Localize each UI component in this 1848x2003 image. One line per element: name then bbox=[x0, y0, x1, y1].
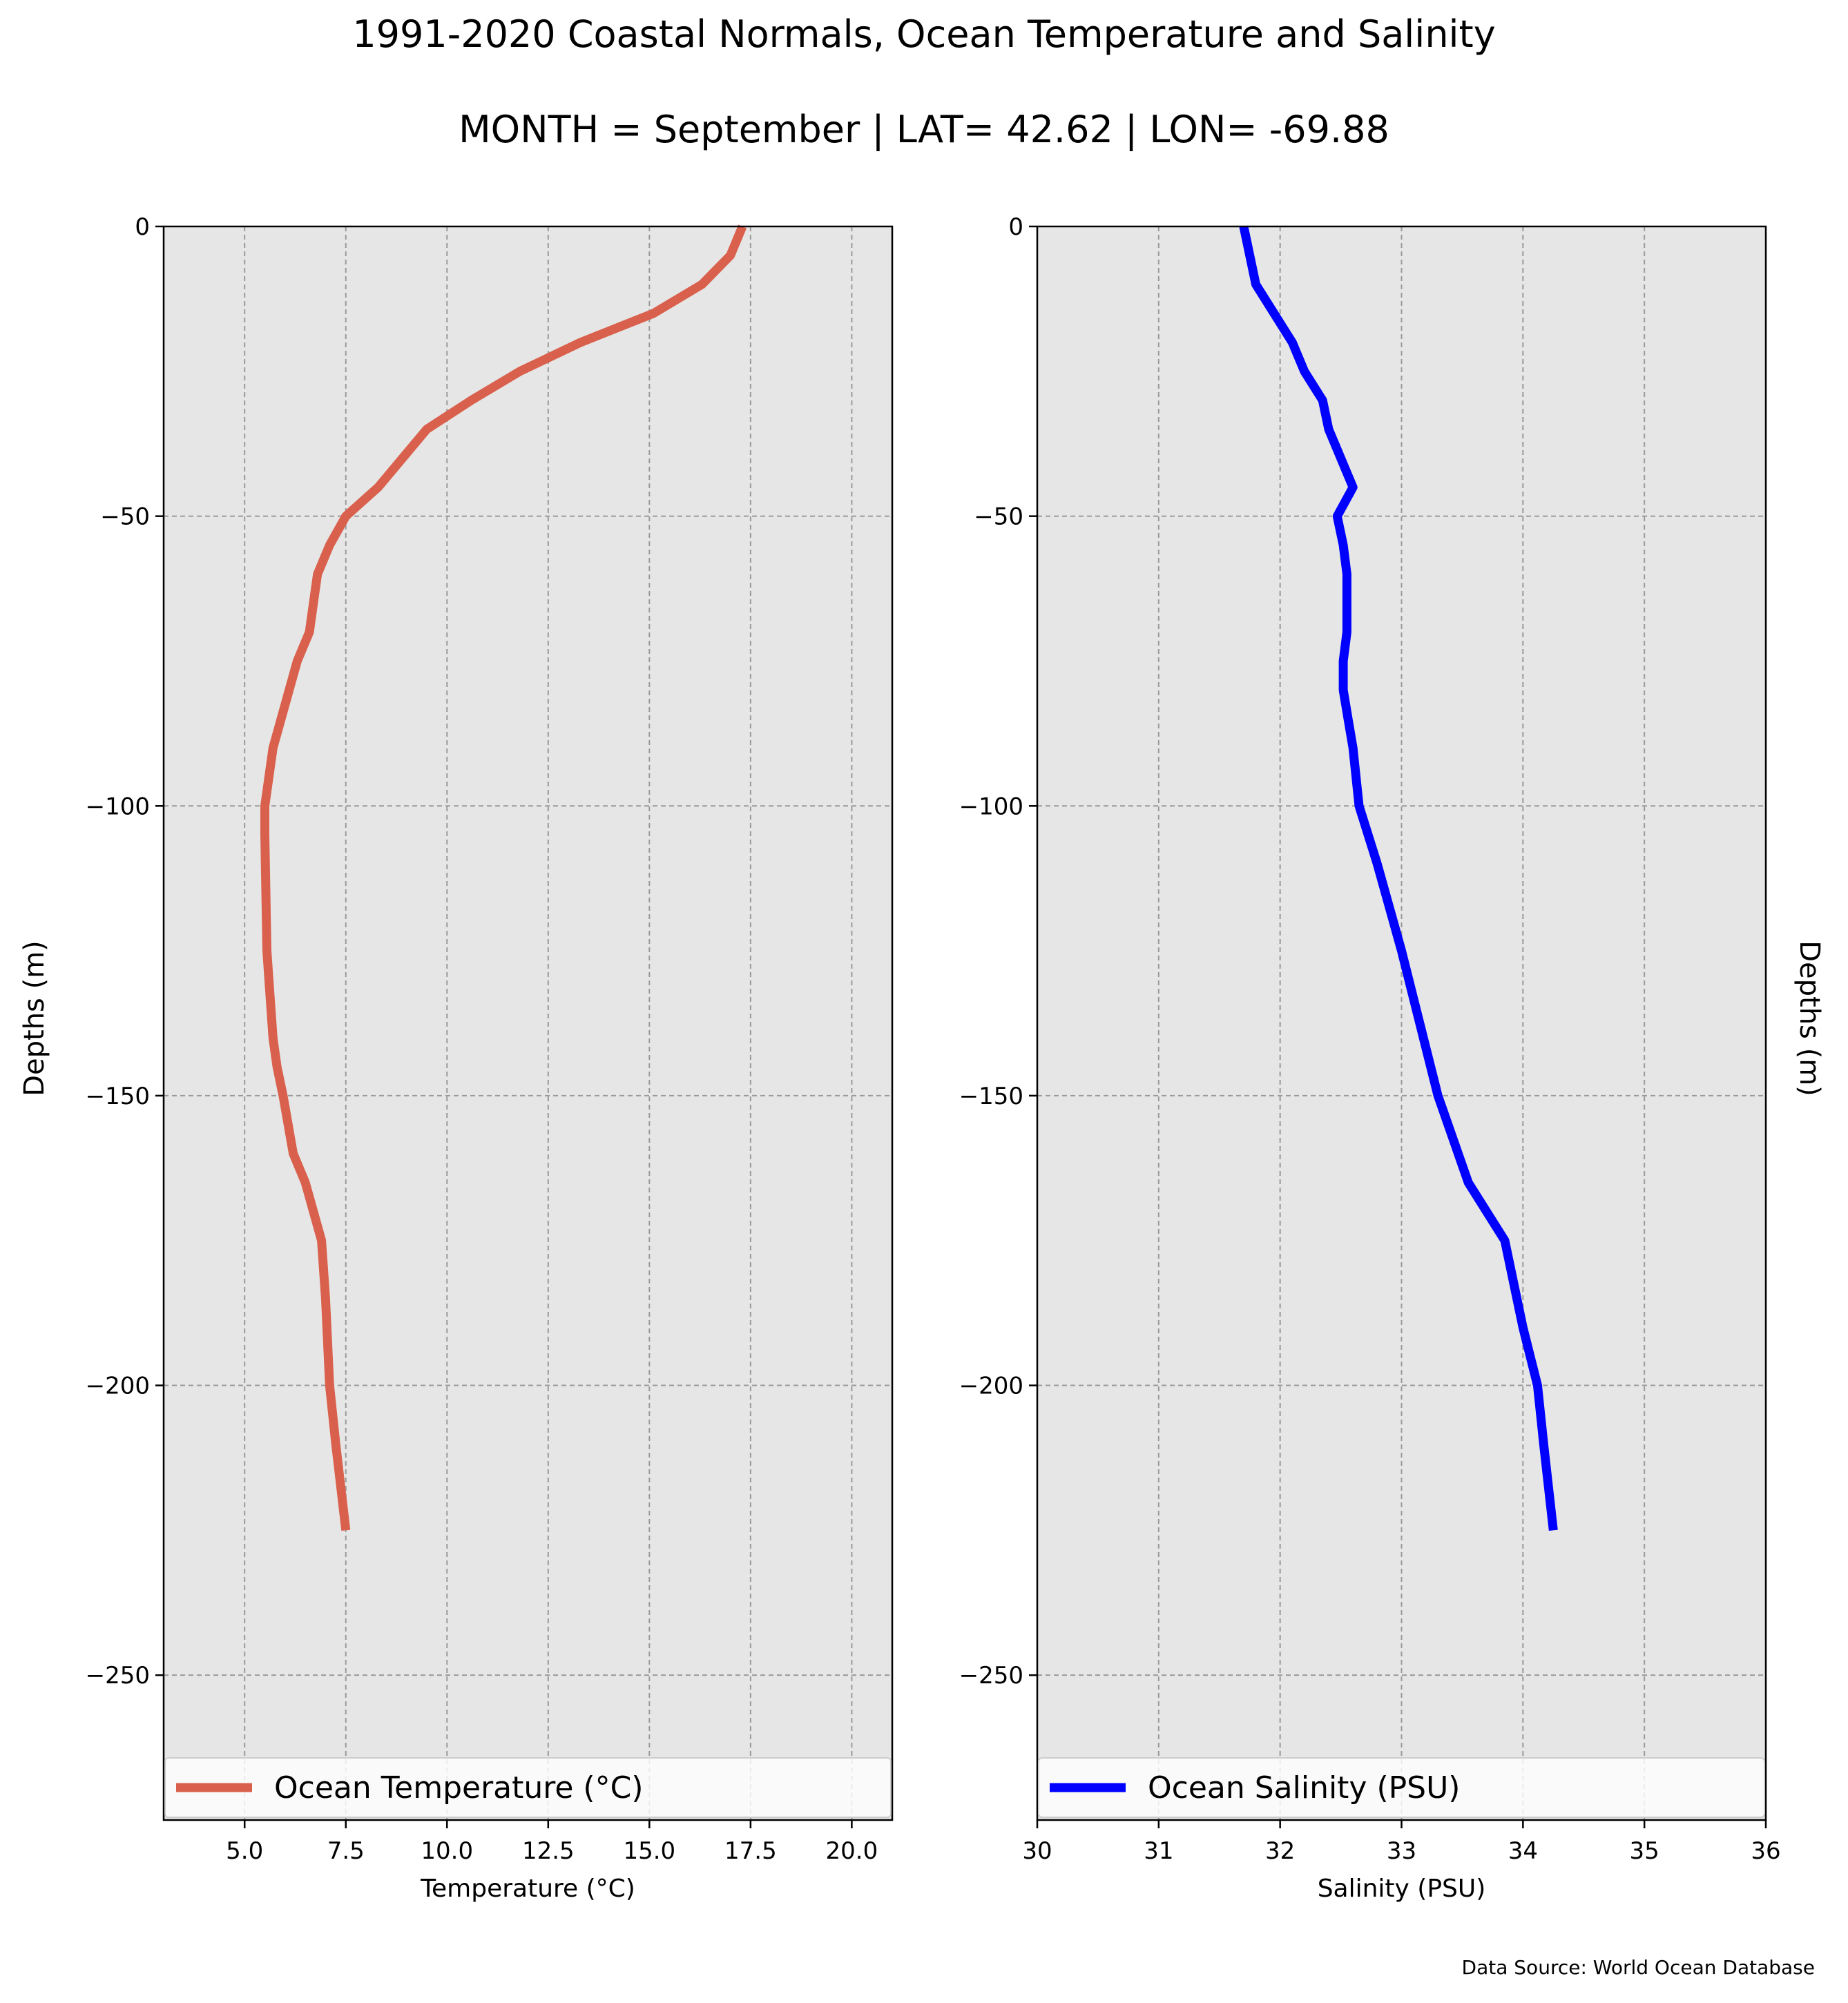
temp-y-tick-label: −200 bbox=[86, 1373, 150, 1400]
sal-y-tick-label: −150 bbox=[959, 1083, 1023, 1110]
temp-legend-box bbox=[164, 1757, 892, 1818]
temp-y-tick-label: −150 bbox=[86, 1083, 150, 1110]
sal-x-tick-label: 36 bbox=[1751, 1837, 1780, 1865]
sal-y-tick-label: −200 bbox=[959, 1373, 1023, 1400]
left-y-axis-label: Depths (m) bbox=[19, 940, 50, 1096]
sal-x-tick-label: 35 bbox=[1630, 1837, 1659, 1865]
sal-legend-box bbox=[1038, 1757, 1765, 1818]
temp-y-tick-label: −50 bbox=[100, 503, 150, 531]
temp-x-tick-label: 12.5 bbox=[522, 1837, 575, 1865]
temp-plot-area bbox=[164, 226, 892, 1820]
salinity-panel: 30 31 32 33 34 35 36 0 −50 −100 −150 −200 −250 Salini… bbox=[959, 213, 1781, 1903]
right-y-axis-label: Depths (m) bbox=[1793, 940, 1825, 1096]
sal-x-axis-label: Salinity (PSU) bbox=[1318, 1875, 1486, 1903]
temp-x-tick-label: 15.0 bbox=[623, 1837, 675, 1865]
temp-y-tick-label: 0 bbox=[135, 213, 150, 241]
temp-x-tick-label: 20.0 bbox=[826, 1837, 878, 1865]
sal-y-tick-label: 0 bbox=[1008, 213, 1023, 241]
sal-x-tick-label: 33 bbox=[1387, 1837, 1416, 1865]
temp-axes-frame bbox=[162, 225, 894, 1821]
temp-legend: Ocean Temperature (°C) bbox=[164, 1757, 892, 1818]
sal-y-tick-label: −50 bbox=[974, 503, 1023, 531]
sal-legend: Ocean Salinity (PSU) bbox=[1038, 1757, 1765, 1818]
chart-title: 1991-2020 Coastal Normals, Ocean Tempera… bbox=[352, 12, 1496, 56]
temp-y-tick-label: −250 bbox=[86, 1662, 150, 1690]
sal-x-tick-label: 32 bbox=[1265, 1837, 1295, 1865]
temperature-panel: 5.0 7.5 10.0 12.5 15.0 17.5 20.0 0 −50 −100 −150 −2… bbox=[86, 213, 894, 1903]
temp-series-line bbox=[260, 224, 747, 1531]
sal-series-line bbox=[1239, 225, 1558, 1531]
sal-legend-label: Ocean Salinity (PSU) bbox=[1148, 1770, 1460, 1806]
temp-x-tick-label: 5.0 bbox=[226, 1837, 263, 1865]
temp-legend-label: Ocean Temperature (°C) bbox=[274, 1770, 644, 1806]
sal-y-tick-label: −100 bbox=[959, 793, 1023, 820]
sal-x-tick-label: 34 bbox=[1508, 1837, 1538, 1865]
sal-y-tick-label: −250 bbox=[959, 1662, 1023, 1690]
temp-x-tick-label: 10.0 bbox=[421, 1837, 473, 1865]
temp-y-tick-label: −100 bbox=[86, 793, 150, 820]
temp-x-tick-label: 17.5 bbox=[724, 1837, 777, 1865]
temp-x-tick-label: 7.5 bbox=[327, 1837, 365, 1865]
sal-x-tick-label: 30 bbox=[1022, 1837, 1052, 1865]
data-source-note: Data Source: World Ocean Database bbox=[1461, 1956, 1815, 1979]
chart-subtitle: MONTH = September | LAT= 42.62 | LON= -6… bbox=[459, 108, 1389, 151]
sal-x-tick-label: 31 bbox=[1144, 1837, 1173, 1865]
temp-x-axis-label: Temperature (°C) bbox=[420, 1875, 635, 1903]
